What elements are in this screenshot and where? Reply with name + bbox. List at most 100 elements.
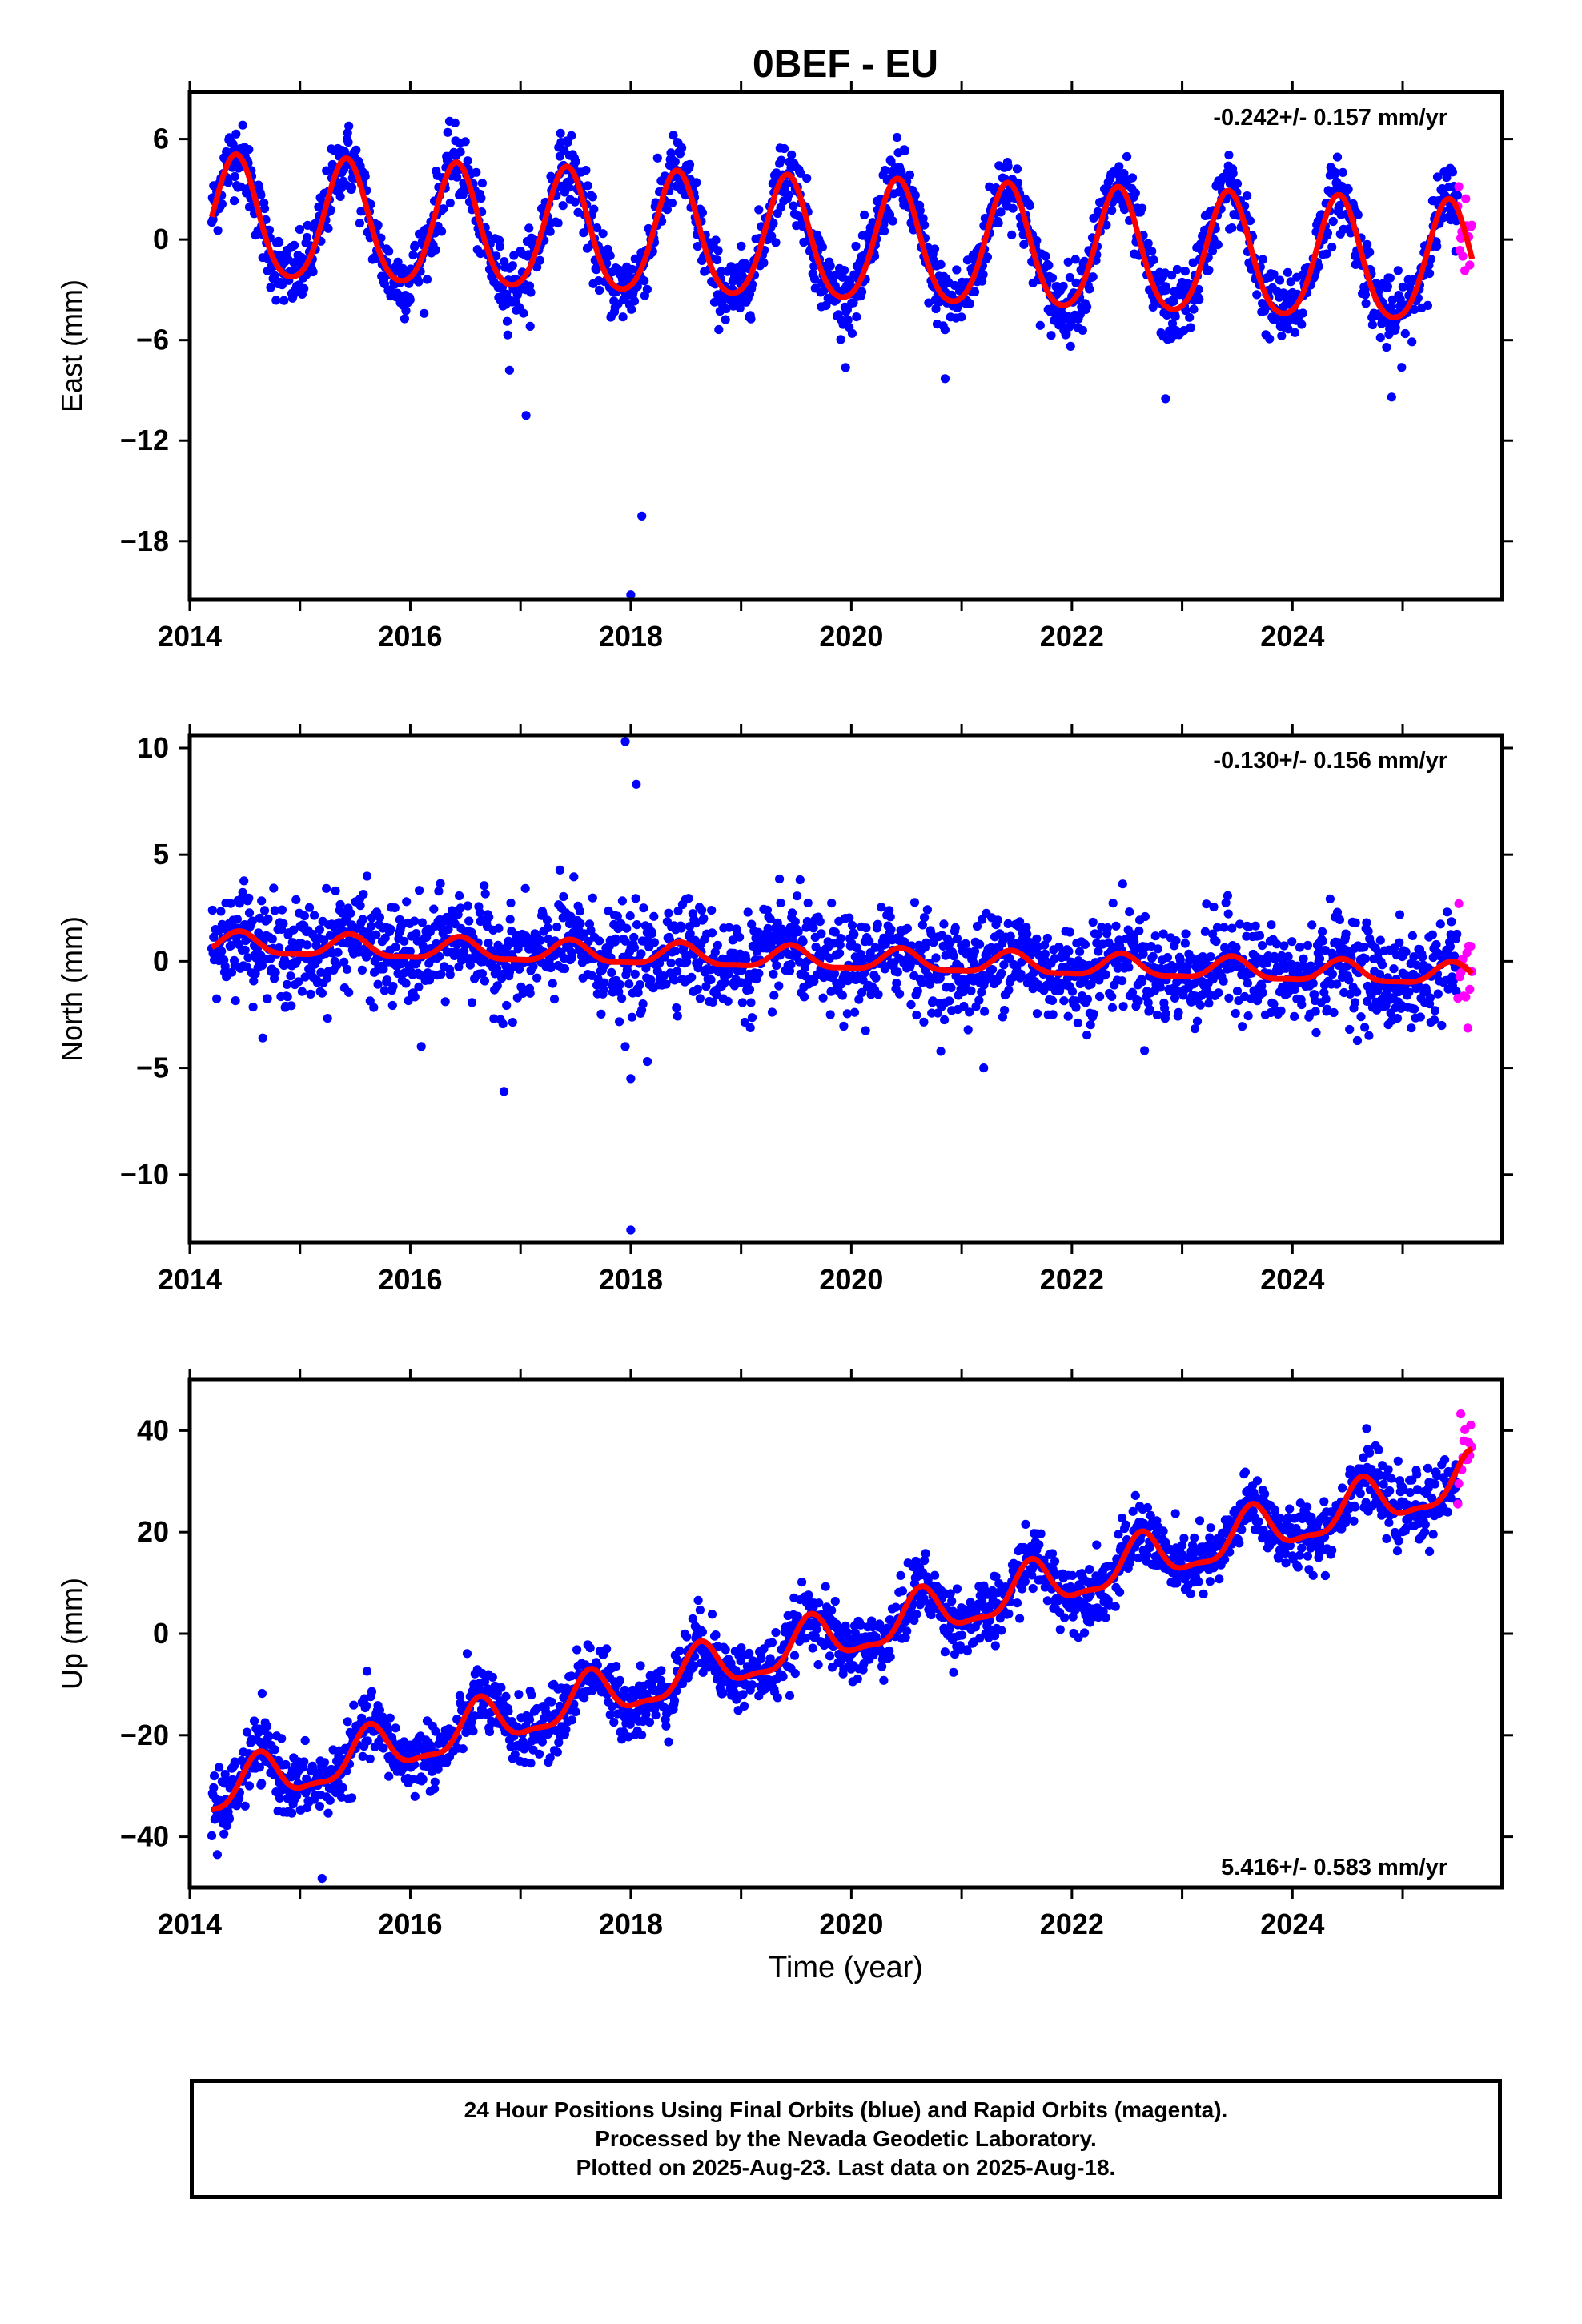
north-final-point bbox=[917, 978, 927, 987]
east-final-point bbox=[860, 210, 869, 219]
north-final-point bbox=[909, 898, 920, 907]
up-final-point bbox=[637, 1730, 647, 1740]
east-final-point bbox=[558, 201, 568, 211]
north-rapid-point bbox=[1454, 899, 1464, 908]
east-final-point bbox=[290, 240, 299, 250]
up-final-point bbox=[545, 1753, 555, 1763]
east-x-tick-label: 2018 bbox=[599, 620, 663, 653]
north-final-point bbox=[270, 906, 279, 915]
north-final-point bbox=[344, 987, 354, 997]
east-y-tick-label: −12 bbox=[120, 424, 169, 456]
up-final-point bbox=[427, 1741, 436, 1751]
east-final-point bbox=[1138, 203, 1147, 213]
east-final-point bbox=[879, 219, 889, 229]
east-final-point bbox=[344, 121, 354, 131]
north-final-point bbox=[740, 1017, 750, 1027]
north-final-point bbox=[861, 1026, 870, 1035]
north-outlier-point bbox=[643, 1057, 652, 1067]
up-final-point bbox=[484, 1727, 495, 1736]
north-final-point bbox=[1360, 1023, 1370, 1032]
north-final-point bbox=[1134, 996, 1143, 1006]
east-final-point bbox=[784, 190, 793, 199]
east-final-point bbox=[503, 330, 512, 340]
north-final-point bbox=[1450, 951, 1460, 961]
east-final-point bbox=[1047, 273, 1058, 283]
east-final-point bbox=[351, 145, 361, 155]
east-final-point bbox=[1227, 223, 1237, 233]
north-final-point bbox=[622, 923, 632, 933]
north-x-axis: 2014 2016 2018 2020 2022 2024 bbox=[158, 724, 1404, 1296]
north-final-point bbox=[1022, 929, 1032, 939]
north-final-point bbox=[786, 959, 796, 969]
east-final-point bbox=[460, 137, 470, 147]
east-final-point bbox=[1277, 331, 1287, 340]
up-final-point bbox=[458, 1744, 468, 1754]
up-final-point bbox=[343, 1717, 352, 1727]
east-x-tick-label: 2016 bbox=[378, 620, 442, 653]
north-final-point bbox=[1212, 923, 1223, 932]
north-final-point bbox=[1290, 1011, 1299, 1021]
north-final-point bbox=[980, 1007, 990, 1016]
east-final-point bbox=[228, 139, 238, 149]
east-final-point bbox=[553, 219, 563, 228]
north-final-point bbox=[1111, 921, 1121, 931]
east-final-point bbox=[384, 247, 394, 256]
north-final-point bbox=[695, 994, 705, 1003]
north-final-point bbox=[355, 901, 365, 911]
east-final-point bbox=[1283, 324, 1293, 334]
north-x-tick-label: 2022 bbox=[1040, 1263, 1104, 1296]
north-final-point bbox=[774, 981, 784, 991]
east-final-point bbox=[1207, 246, 1218, 255]
north-final-point bbox=[1407, 1023, 1416, 1033]
east-final-point bbox=[713, 246, 723, 255]
north-final-point bbox=[331, 886, 340, 895]
east-final-point bbox=[652, 153, 662, 163]
north-final-point bbox=[946, 983, 956, 992]
east-final-point bbox=[605, 251, 615, 260]
east-final-point bbox=[238, 120, 247, 130]
north-final-point bbox=[217, 947, 227, 956]
north-final-point bbox=[239, 876, 249, 886]
east-final-point bbox=[693, 242, 702, 251]
figure-title: 0BEF - EU bbox=[753, 43, 938, 86]
north-final-point bbox=[1064, 947, 1074, 956]
east-final-point bbox=[1102, 220, 1111, 230]
north-final-point bbox=[400, 936, 409, 946]
east-final-point bbox=[978, 276, 987, 286]
north-final-point bbox=[1332, 979, 1342, 989]
up-final-point bbox=[277, 1734, 287, 1743]
north-final-point bbox=[1080, 939, 1090, 949]
north-final-point bbox=[1418, 952, 1427, 962]
north-final-point bbox=[306, 989, 315, 999]
north-final-point bbox=[1223, 891, 1232, 900]
north-final-point bbox=[965, 1007, 974, 1017]
north-final-point bbox=[1297, 999, 1307, 1010]
north-final-point bbox=[975, 939, 985, 949]
up-final-point bbox=[287, 1808, 297, 1818]
east-final-point bbox=[360, 171, 370, 181]
north-outlier-point bbox=[620, 1042, 630, 1051]
north-final-point bbox=[724, 969, 733, 979]
east-final-point bbox=[936, 259, 946, 269]
north-final-point bbox=[746, 998, 756, 1007]
east-final-point bbox=[1452, 191, 1463, 200]
north-final-point bbox=[765, 914, 775, 923]
north-final-point bbox=[1070, 996, 1080, 1006]
north-final-point bbox=[1295, 943, 1305, 952]
east-final-point bbox=[924, 298, 934, 308]
up-final-point bbox=[299, 1757, 309, 1767]
north-final-point bbox=[1447, 917, 1456, 927]
north-final-point bbox=[1364, 1031, 1374, 1040]
north-final-point bbox=[1124, 963, 1134, 972]
up-final-point bbox=[567, 1715, 577, 1725]
north-final-point bbox=[691, 919, 701, 928]
east-final-point bbox=[443, 127, 452, 137]
east-final-point bbox=[640, 276, 649, 286]
north-rapid-point bbox=[1465, 984, 1475, 994]
east-final-point bbox=[524, 250, 533, 259]
north-final-point bbox=[1235, 919, 1245, 929]
north-final-point bbox=[1443, 907, 1452, 917]
north-final-point bbox=[1089, 1009, 1098, 1019]
east-final-point bbox=[1260, 306, 1270, 316]
east-final-point bbox=[476, 249, 485, 259]
